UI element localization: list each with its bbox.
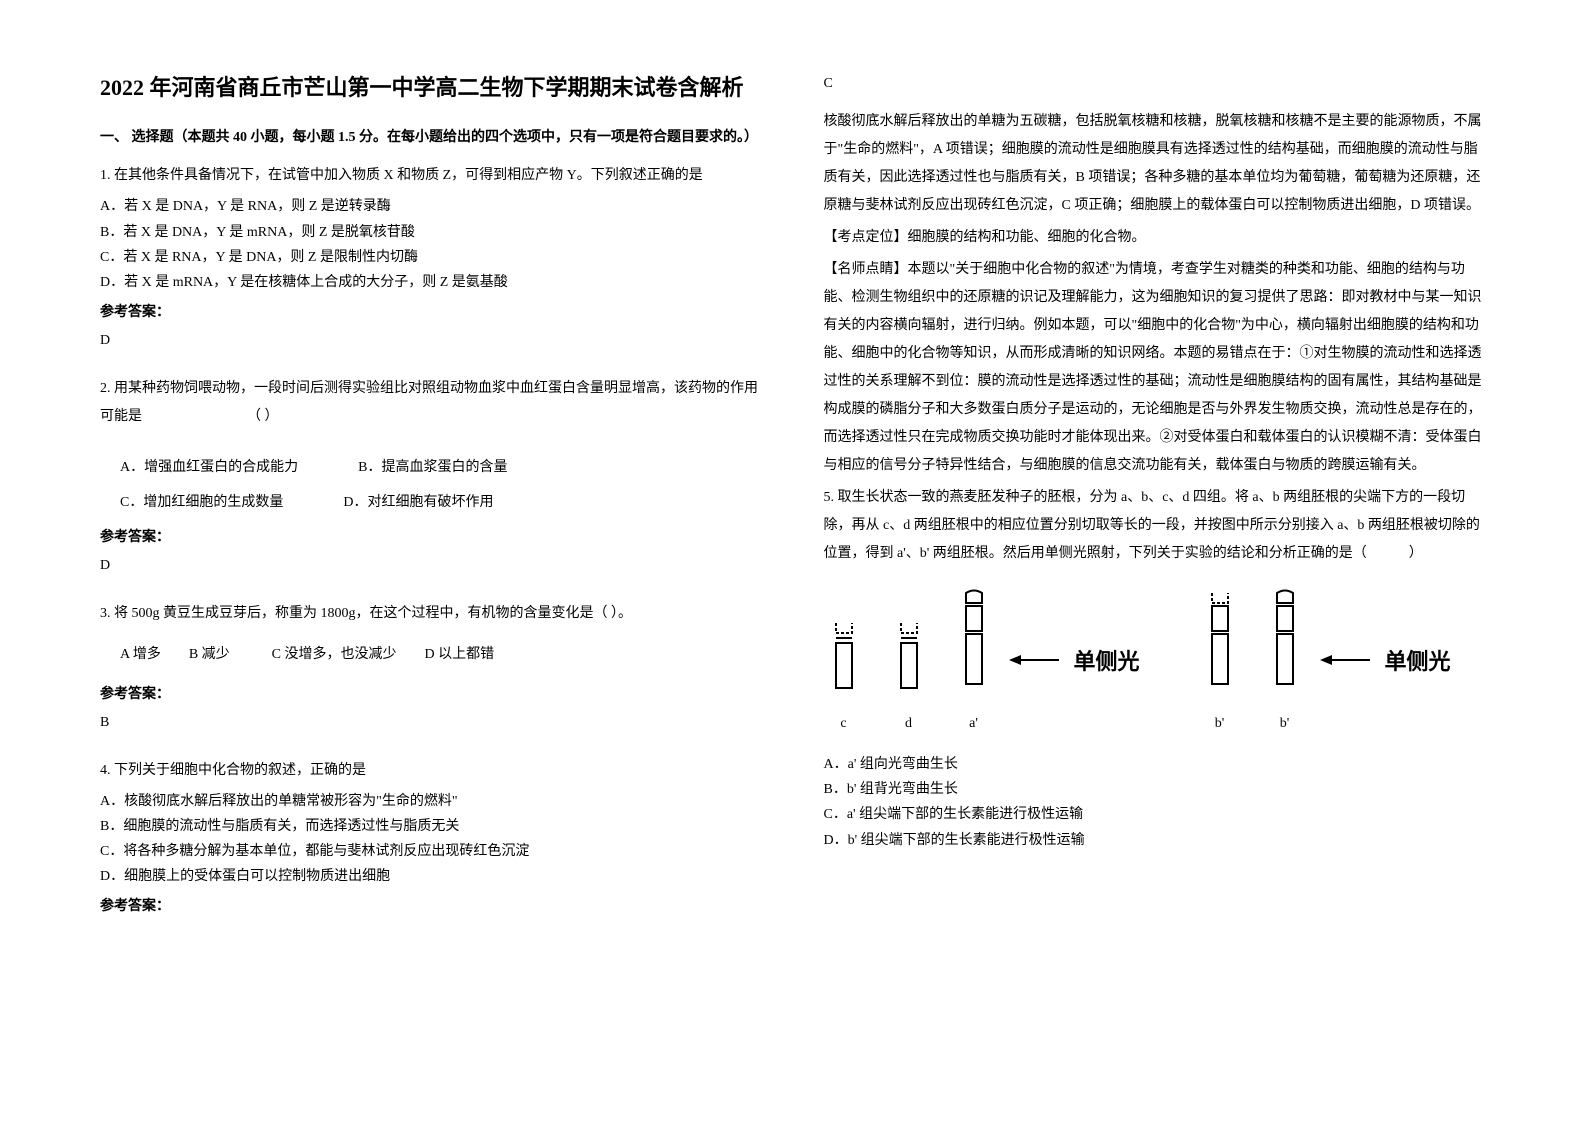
q5-option-d: D．b' 组尖端下部的生长素能进行极性运输: [824, 828, 1488, 853]
q3-answer-label: 参考答案：: [100, 683, 764, 703]
root-br-icon: [1265, 588, 1305, 708]
q3-answer: B: [100, 709, 764, 737]
q2-answer: D: [100, 552, 764, 580]
section-header: 一、 选择题（本题共 40 小题，每小题 1.5 分。在每小题给出的四个选项中，…: [100, 125, 764, 150]
question-4: 4. 下列关于细胞中化合物的叙述，正确的是 A．核酸彻底水解后释放出的单糖常被形…: [100, 757, 764, 922]
q1-option-a: A．若 X 是 DNA，Y 是 RNA，则 Z 是逆转录酶: [100, 194, 764, 219]
diagram-b-right: b': [1265, 588, 1305, 732]
document-title: 2022 年河南省商丘市芒山第一中学高二生物下学期期末试卷含解析: [100, 70, 764, 105]
diagram-group-left: c d a': [824, 588, 994, 732]
label-a: a': [969, 716, 978, 732]
q1-stem: 1. 在其他条件具备情况下，在试管中加入物质 X 和物质 Z，可得到相应产物 Y…: [100, 162, 764, 190]
q2-options-row1: A．增强血红蛋白的合成能力 B．提高血浆蛋白的含量: [100, 455, 764, 480]
question-5: 5. 取生长状态一致的燕麦胚发种子的胚根，分为 a、b、c、d 四组。将 a、b…: [824, 484, 1488, 853]
q4-answer: C: [824, 70, 1488, 98]
arrow-left-icon: [1009, 650, 1059, 670]
q2-option-d: D．对红细胞有破坏作用: [343, 490, 493, 515]
question-1: 1. 在其他条件具备情况下，在试管中加入物质 X 和物质 Z，可得到相应产物 Y…: [100, 162, 764, 365]
q5-option-a: A．a' 组向光弯曲生长: [824, 752, 1488, 777]
light-label-left: 单侧光: [1074, 644, 1140, 676]
q4-analysis-2: 【名师点睛】本题以"关于细胞中化合物的叙述"为情境，考查学生对糖类的种类和功能、…: [824, 256, 1488, 480]
q2-option-b: B．提高血浆蛋白的含量: [358, 455, 507, 480]
diagram-b-left: b': [1200, 588, 1240, 732]
q2-option-c: C．增加红细胞的生成数量: [120, 490, 283, 515]
diagram-c: c: [824, 618, 864, 732]
q4-option-a: A．核酸彻底水解后释放出的单糖常被形容为"生命的燃料": [100, 789, 764, 814]
q4-option-b: B．细胞膜的流动性与脂质有关，而选择透过性与脂质无关: [100, 814, 764, 839]
q4-option-c: C．将各种多糖分解为基本单位，都能与斐林试剂反应出现砖红色沉淀: [100, 839, 764, 864]
label-d: d: [905, 716, 912, 732]
q2-answer-label: 参考答案：: [100, 526, 764, 546]
q4-explanation: 核酸彻底水解后释放出的单糖为五碳糖，包括脱氧核糖和核糖，脱氧核糖和核糖不是主要的…: [824, 108, 1488, 220]
q1-option-c: C．若 X 是 RNA，Y 是 DNA，则 Z 是限制性内切酶: [100, 245, 764, 270]
right-column: C 核酸彻底水解后释放出的单糖为五碳糖，包括脱氧核糖和核糖，脱氧核糖和核糖不是主…: [824, 70, 1488, 1082]
diagram-a: a': [954, 588, 994, 732]
label-b-right: b': [1280, 716, 1290, 732]
q1-option-b: B．若 X 是 DNA，Y 是 mRNA，则 Z 是脱氧核苷酸: [100, 220, 764, 245]
q3-stem: 3. 将 500g 黄豆生成豆芽后，称重为 1800g，在这个过程中，有机物的含…: [100, 600, 764, 628]
q4-stem: 4. 下列关于细胞中化合物的叙述，正确的是: [100, 757, 764, 785]
label-c: c: [840, 716, 846, 732]
light-label-right: 单侧光: [1385, 644, 1451, 676]
root-a-icon: [954, 588, 994, 708]
q4-answer-label: 参考答案：: [100, 895, 764, 915]
q2-stem: 2. 用某种药物饲喂动物，一段时间后测得实验组比对照组动物血浆中血红蛋白含量明显…: [100, 375, 764, 431]
q5-option-b: B．b' 组背光弯曲生长: [824, 777, 1488, 802]
root-d-icon: [889, 618, 929, 708]
label-b-left: b': [1215, 716, 1225, 732]
diagram-d: d: [889, 618, 929, 732]
q1-option-d: D．若 X 是 mRNA，Y 是在核糖体上合成的大分子，则 Z 是氨基酸: [100, 270, 764, 295]
q3-options: A 增多 B 减少 C 没增多，也没减少 D 以上都错: [100, 642, 764, 667]
q5-stem: 5. 取生长状态一致的燕麦胚发种子的胚根，分为 a、b、c、d 四组。将 a、b…: [824, 484, 1488, 568]
left-column: 2022 年河南省商丘市芒山第一中学高二生物下学期期末试卷含解析 一、 选择题（…: [100, 70, 764, 1082]
root-bl-icon: [1200, 588, 1240, 708]
q4-option-d: D．细胞膜上的受体蛋白可以控制物质进出细胞: [100, 864, 764, 889]
q2-option-a: A．增强血红蛋白的合成能力: [120, 455, 298, 480]
question-2: 2. 用某种药物饲喂动物，一段时间后测得实验组比对照组动物血浆中血红蛋白含量明显…: [100, 375, 764, 589]
q5-diagram: c d a': [824, 588, 1488, 732]
q2-options-row2: C．增加红细胞的生成数量 D．对红细胞有破坏作用: [100, 490, 764, 515]
question-3: 3. 将 500g 黄豆生成豆芽后，称重为 1800g，在这个过程中，有机物的含…: [100, 600, 764, 747]
arrow-right-icon: [1320, 650, 1370, 670]
root-c-icon: [824, 618, 864, 708]
q5-option-c: C．a' 组尖端下部的生长素能进行极性运输: [824, 802, 1488, 827]
q4-analysis-1: 【考点定位】细胞膜的结构和功能、细胞的化合物。: [824, 224, 1488, 252]
q1-answer: D: [100, 327, 764, 355]
q1-answer-label: 参考答案：: [100, 301, 764, 321]
diagram-group-right: b' b': [1200, 588, 1305, 732]
